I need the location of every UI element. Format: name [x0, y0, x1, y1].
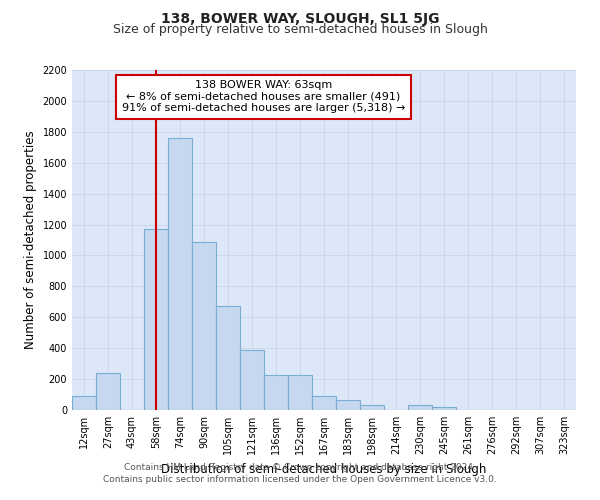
Bar: [240, 350, 264, 410]
X-axis label: Distribution of semi-detached houses by size in Slough: Distribution of semi-detached houses by …: [161, 462, 487, 475]
Bar: [432, 407, 456, 410]
Bar: [360, 406, 384, 410]
Bar: [336, 400, 360, 410]
Text: 138, BOWER WAY, SLOUGH, SL1 5JG: 138, BOWER WAY, SLOUGH, SL1 5JG: [161, 12, 439, 26]
Y-axis label: Number of semi-detached properties: Number of semi-detached properties: [24, 130, 37, 350]
Bar: [288, 375, 312, 410]
Text: Contains HM Land Registry data © Crown copyright and database right 2024.: Contains HM Land Registry data © Crown c…: [124, 464, 476, 472]
Bar: [72, 396, 96, 410]
Bar: [144, 229, 168, 410]
Text: Size of property relative to semi-detached houses in Slough: Size of property relative to semi-detach…: [113, 22, 487, 36]
Bar: [216, 306, 240, 410]
Text: 138 BOWER WAY: 63sqm
← 8% of semi-detached houses are smaller (491)
91% of semi-: 138 BOWER WAY: 63sqm ← 8% of semi-detach…: [122, 80, 405, 114]
Bar: [264, 375, 288, 410]
Bar: [192, 242, 216, 410]
Bar: [96, 373, 120, 410]
Bar: [408, 406, 432, 410]
Bar: [312, 396, 336, 410]
Text: Contains public sector information licensed under the Open Government Licence v3: Contains public sector information licen…: [103, 474, 497, 484]
Bar: [168, 138, 192, 410]
